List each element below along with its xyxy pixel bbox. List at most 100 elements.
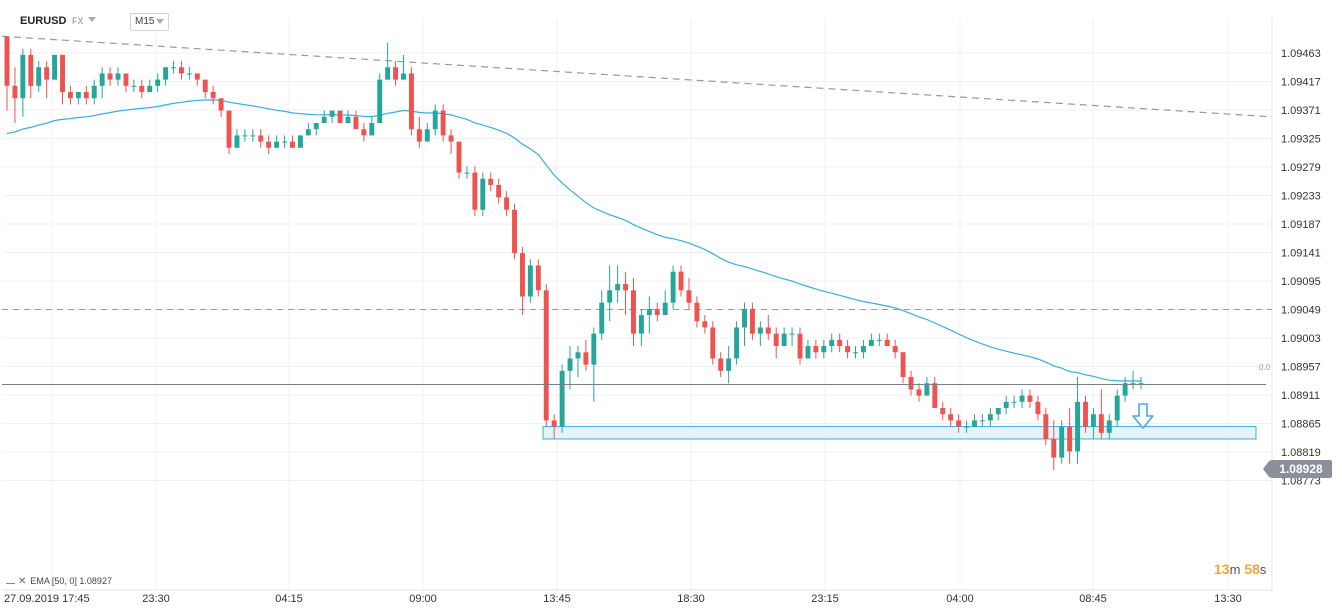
candle xyxy=(678,265,684,297)
candle xyxy=(155,73,161,93)
timer-minutes: 13 xyxy=(1214,561,1230,577)
candle-body xyxy=(1090,414,1096,427)
candle-body xyxy=(163,67,169,80)
candle xyxy=(734,321,740,365)
candle xyxy=(202,79,208,99)
candle xyxy=(789,327,795,347)
candle-body xyxy=(393,67,399,80)
candle xyxy=(44,61,50,99)
candle-body xyxy=(171,67,176,69)
candle-body xyxy=(1075,401,1081,452)
candle xyxy=(139,79,145,99)
candle xyxy=(416,116,422,148)
candle xyxy=(956,414,962,433)
candle xyxy=(718,352,724,378)
candle-body xyxy=(361,129,367,136)
candle xyxy=(60,54,65,105)
timer-minutes-unit: m xyxy=(1229,562,1241,577)
support-zone[interactable] xyxy=(542,426,1257,440)
candle-body xyxy=(297,135,303,148)
candle xyxy=(171,61,176,74)
candle-body xyxy=(329,110,335,117)
candle xyxy=(321,110,327,124)
y-tick-label: 1.09417 xyxy=(1281,77,1321,89)
candle xyxy=(527,259,533,303)
y-tick-label: 1.09049 xyxy=(1281,305,1321,317)
candle xyxy=(559,364,565,433)
candle xyxy=(900,352,906,384)
candle-body xyxy=(266,141,272,148)
candle xyxy=(726,346,732,384)
candle xyxy=(694,296,700,328)
candle xyxy=(329,110,335,124)
candle xyxy=(710,321,716,365)
candle xyxy=(1090,408,1096,439)
y-tick-label: 1.09141 xyxy=(1281,248,1321,260)
candle-body xyxy=(892,346,898,353)
candle-body xyxy=(313,123,319,130)
candle-body xyxy=(607,290,613,303)
candle-body xyxy=(456,141,462,173)
candle xyxy=(1043,408,1049,446)
ema-line xyxy=(6,99,1142,382)
candle xyxy=(551,414,557,439)
candle-body xyxy=(615,284,621,291)
close-icon[interactable]: ✕ xyxy=(18,576,27,587)
candle-body xyxy=(1019,395,1025,402)
candle xyxy=(995,408,1001,421)
candle-body xyxy=(496,184,502,198)
symbol-label[interactable]: EURUSD xyxy=(20,15,67,27)
candle xyxy=(1011,395,1017,409)
candle-body xyxy=(20,54,26,99)
candle-body xyxy=(424,129,430,142)
candle xyxy=(131,79,137,93)
candle-body xyxy=(884,339,890,347)
candle-body xyxy=(678,271,684,291)
candle-body xyxy=(702,321,708,328)
ema-path xyxy=(6,99,1142,382)
candle-body xyxy=(91,85,97,99)
candle-body xyxy=(1011,401,1017,403)
candle xyxy=(631,277,636,347)
candle-body xyxy=(591,333,597,365)
chart-header: EURUSD FX M15 xyxy=(0,0,1342,31)
candle-body xyxy=(583,352,589,365)
candle-body xyxy=(956,420,962,427)
candle-body xyxy=(147,85,153,93)
candle xyxy=(519,246,525,316)
candle xyxy=(1035,395,1041,421)
trendline[interactable] xyxy=(1,35,1273,118)
candle xyxy=(765,315,771,340)
candle-body xyxy=(290,141,295,148)
candle xyxy=(599,290,605,340)
candle xyxy=(250,129,256,142)
y-tick-label: 1.08957 xyxy=(1281,362,1321,374)
y-tick-label: 1.08865 xyxy=(1281,419,1321,431)
candle xyxy=(179,61,184,80)
x-tick-label: 23:30 xyxy=(142,593,170,605)
candle xyxy=(282,135,288,148)
x-tick-label: 04:15 xyxy=(275,593,303,605)
candle-body xyxy=(686,290,692,303)
candle-body xyxy=(670,271,676,303)
candle-body xyxy=(258,135,264,142)
candle xyxy=(615,265,621,303)
candle xyxy=(385,42,391,80)
timer-seconds: 58 xyxy=(1244,561,1260,577)
indicator-settings-icon[interactable] xyxy=(6,576,15,584)
timeframe-select[interactable]: M15 xyxy=(130,13,170,31)
candle-body xyxy=(377,79,383,124)
candle-body xyxy=(28,54,34,86)
candle-body xyxy=(416,129,422,142)
candle-body xyxy=(916,389,922,396)
symbol-dropdown-icon[interactable] xyxy=(88,17,96,22)
candle xyxy=(607,265,613,322)
candle xyxy=(75,92,81,105)
candle-body xyxy=(353,116,359,130)
candle-timer: 13m 58s xyxy=(1214,561,1266,577)
candle xyxy=(488,172,494,192)
candle xyxy=(28,48,34,99)
candle xyxy=(107,67,113,86)
candle-body xyxy=(860,346,866,353)
